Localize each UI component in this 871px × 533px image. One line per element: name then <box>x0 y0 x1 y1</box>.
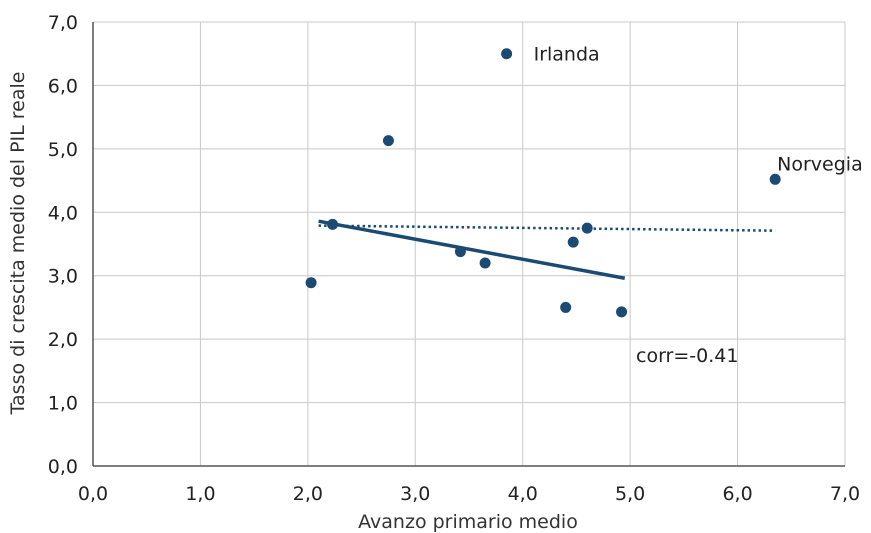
grid-lines <box>93 21 846 466</box>
x-tick-label: 3,0 <box>400 483 430 505</box>
y-tick-label: 5,0 <box>48 139 78 161</box>
y-axis-title: Tasso di crescita medio del PIL reale <box>7 72 29 416</box>
trend-line-dotted <box>318 224 776 232</box>
data-point <box>305 277 317 289</box>
data-points <box>305 48 781 318</box>
x-tick-label: 4,0 <box>508 483 538 505</box>
y-tick-label: 4,0 <box>48 202 78 224</box>
data-point <box>479 257 491 269</box>
axes <box>92 22 845 467</box>
x-tick-label: 5,0 <box>615 483 645 505</box>
data-point <box>560 301 572 313</box>
x-tick-label: 0,0 <box>78 483 108 505</box>
y-tick-label: 2,0 <box>48 329 78 351</box>
y-tick-label: 1,0 <box>48 393 78 415</box>
trend-line-solid <box>318 219 626 280</box>
data-point <box>581 222 593 234</box>
point-label: Norvegia <box>777 153 863 175</box>
data-point <box>616 306 628 318</box>
y-tick-label: 6,0 <box>48 75 78 97</box>
point-label: Irlanda <box>534 44 600 66</box>
x-tick-label: 7,0 <box>830 483 860 505</box>
data-point <box>769 173 781 185</box>
x-axis-title: Avanzo primario medio <box>358 511 578 533</box>
correlation-annotation: corr=-0.41 <box>636 345 738 367</box>
data-point <box>567 236 579 248</box>
trend-lines <box>318 219 776 280</box>
y-tick-label: 0,0 <box>48 456 78 478</box>
y-tick-label: 3,0 <box>48 266 78 288</box>
x-tick-label: 1,0 <box>185 483 215 505</box>
y-tick-label: 7,0 <box>48 12 78 34</box>
x-tick-label: 2,0 <box>293 483 323 505</box>
data-point <box>501 48 513 60</box>
point-labels: Irlanda Norvegia <box>534 44 863 176</box>
data-point <box>327 218 339 230</box>
x-tick-label: 6,0 <box>722 483 752 505</box>
data-point <box>382 135 394 147</box>
x-tick-labels: 0,0 1,0 2,0 3,0 4,0 5,0 6,0 7,0 <box>78 483 860 505</box>
data-point <box>454 246 466 258</box>
y-tick-labels: 0,0 1,0 2,0 3,0 4,0 5,0 6,0 7,0 <box>48 12 78 478</box>
